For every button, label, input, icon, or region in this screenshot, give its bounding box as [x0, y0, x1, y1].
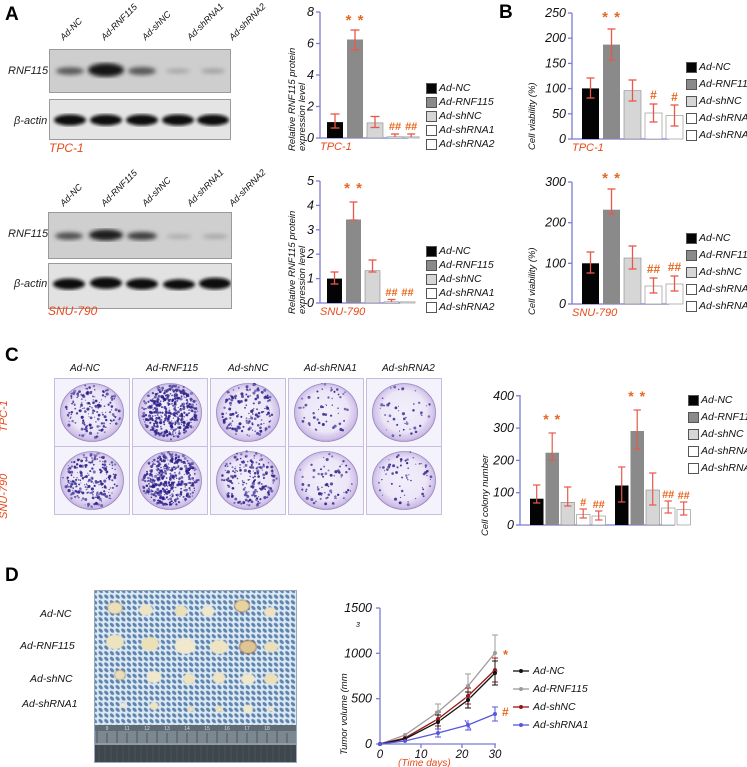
svg-text:0: 0	[559, 132, 566, 146]
svg-text:1000: 1000	[344, 646, 372, 660]
svg-text:200: 200	[544, 216, 566, 230]
svg-text:0: 0	[507, 518, 514, 532]
svg-text:#: #	[650, 88, 657, 102]
svg-text:4: 4	[307, 68, 314, 82]
svg-text:##: ##	[662, 489, 674, 501]
svg-text:#: #	[580, 497, 586, 509]
svg-text:1: 1	[307, 272, 314, 286]
svg-text:14: 14	[184, 726, 190, 732]
svg-text:5: 5	[307, 174, 314, 188]
svg-text:##: ##	[668, 260, 682, 274]
svg-text:##: ##	[647, 262, 661, 276]
svg-text:100: 100	[493, 486, 514, 500]
svg-text:##: ##	[593, 499, 605, 511]
svg-text:30: 30	[489, 749, 502, 761]
svg-text:0: 0	[307, 296, 314, 310]
svg-text:17: 17	[244, 726, 250, 732]
svg-text:0: 0	[307, 131, 314, 145]
svg-text:300: 300	[493, 421, 514, 435]
svg-text:200: 200	[544, 31, 566, 45]
svg-text:500: 500	[351, 692, 372, 706]
svg-text:0: 0	[377, 749, 384, 761]
svg-text:4: 4	[307, 198, 314, 212]
svg-text:#: #	[502, 705, 509, 719]
svg-text:##: ##	[678, 490, 690, 502]
svg-text:* *: * *	[602, 9, 621, 26]
svg-text:*: *	[503, 647, 509, 662]
svg-text:1500: 1500	[344, 601, 372, 615]
svg-text:* *: * *	[344, 180, 363, 197]
svg-text:20: 20	[455, 749, 469, 761]
svg-text:18: 18	[264, 726, 270, 732]
svg-text:100: 100	[545, 256, 566, 270]
svg-text:* *: * *	[543, 411, 561, 427]
svg-text:11: 11	[124, 726, 129, 732]
svg-text:##: ##	[405, 121, 417, 133]
svg-text:* *: * *	[628, 388, 646, 404]
svg-text:150: 150	[545, 56, 566, 70]
svg-text:400: 400	[493, 389, 514, 403]
svg-text:9: 9	[106, 726, 109, 732]
svg-text:50: 50	[552, 107, 566, 121]
svg-text:200: 200	[492, 453, 514, 467]
svg-text:16: 16	[224, 726, 230, 732]
svg-text:8: 8	[307, 5, 314, 19]
svg-text:100: 100	[545, 82, 566, 96]
svg-text:##: ##	[401, 287, 413, 299]
svg-text:* *: * *	[346, 12, 365, 29]
svg-text:300: 300	[545, 175, 566, 189]
svg-text:250: 250	[544, 6, 566, 20]
svg-text:* *: * *	[602, 170, 621, 187]
svg-text:15: 15	[204, 726, 210, 732]
svg-text:13: 13	[164, 726, 170, 732]
svg-text:##: ##	[385, 287, 397, 299]
svg-text:##: ##	[389, 121, 401, 133]
svg-text:0: 0	[365, 737, 372, 751]
svg-text:0: 0	[559, 297, 566, 311]
svg-text:12: 12	[144, 726, 150, 732]
svg-text:6: 6	[307, 37, 314, 51]
svg-text:3: 3	[307, 223, 314, 237]
svg-text:#: #	[671, 90, 678, 104]
